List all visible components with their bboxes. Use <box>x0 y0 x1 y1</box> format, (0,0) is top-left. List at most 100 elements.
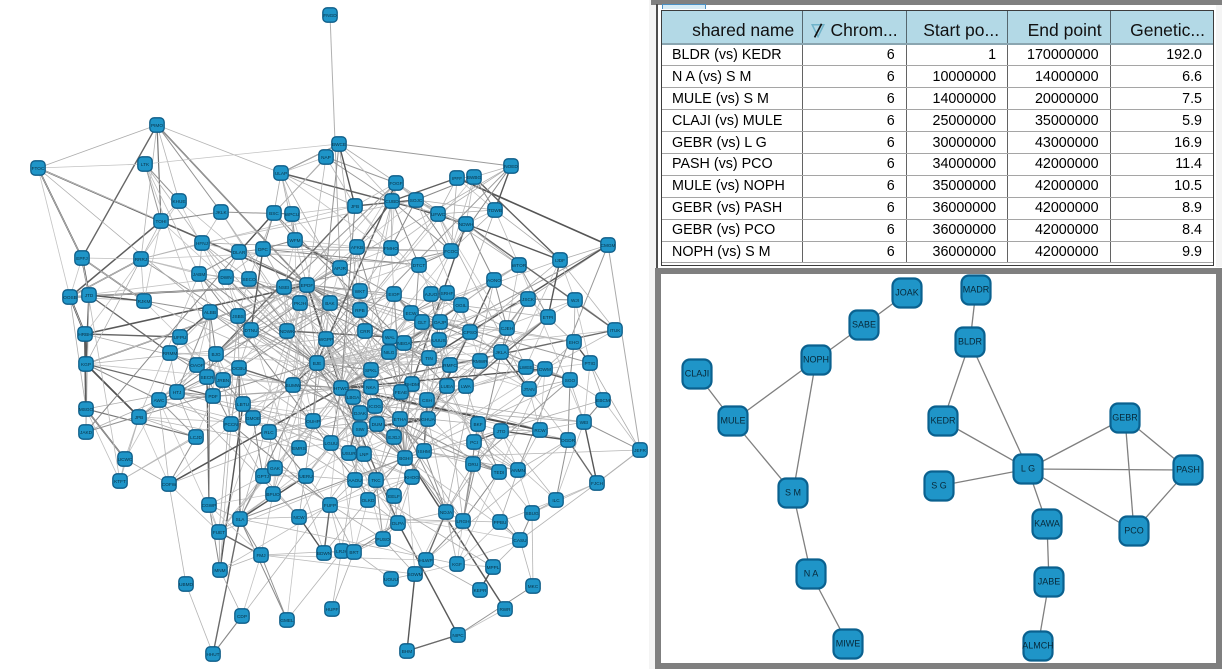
svg-text:WEI: WEI <box>580 420 589 425</box>
svg-text:BLDR: BLDR <box>958 337 983 347</box>
svg-text:FMJ: FMJ <box>256 553 265 558</box>
svg-text:UCWC: UCWC <box>118 457 133 462</box>
svg-text:RPB: RPB <box>355 308 365 313</box>
svg-text:JKLA: JKLA <box>495 350 507 355</box>
svg-text:AAOU: AAOU <box>348 478 362 483</box>
svg-text:BDWN: BDWN <box>317 551 331 556</box>
svg-text:FUFP: FUFP <box>324 503 336 508</box>
svg-text:AWC: AWC <box>154 398 165 403</box>
svg-text:BGHI: BGHI <box>399 456 410 461</box>
svg-text:ALBB: ALBB <box>204 310 216 315</box>
svg-text:HUPF: HUPF <box>326 607 339 612</box>
svg-text:EHO: EHO <box>569 340 580 345</box>
svg-text:KHUE: KHUE <box>172 199 185 204</box>
svg-text:CRR: CRR <box>360 329 371 334</box>
svg-text:LBTU: LBTU <box>237 402 250 407</box>
svg-text:CDP: CDP <box>237 614 247 619</box>
svg-text:OCBU: OCBU <box>232 366 246 371</box>
svg-text:BWBG: BWBG <box>467 175 482 180</box>
svg-text:EMRS: EMRS <box>292 446 306 451</box>
svg-text:EJGJ: EJGJ <box>388 435 399 440</box>
svg-text:FUET: FUET <box>213 530 225 535</box>
svg-text:BHDM: BHDM <box>405 382 419 387</box>
svg-text:OOSB: OOSB <box>63 295 77 300</box>
svg-text:DTNU: DTNU <box>244 328 258 333</box>
svg-text:JFB: JFB <box>351 204 359 209</box>
svg-text:SRHF: SRHF <box>441 291 454 296</box>
svg-text:FOGF: FOGF <box>389 181 402 186</box>
svg-text:IJDF: IJDF <box>555 258 565 263</box>
svg-text:HTJ: HTJ <box>173 390 182 395</box>
svg-text:L G: L G <box>1021 464 1035 474</box>
svg-text:JKLK: JKLK <box>215 210 227 215</box>
svg-text:PUSO: PUSO <box>376 537 390 542</box>
svg-text:JOAK: JOAK <box>895 288 919 298</box>
svg-text:CSH: CSH <box>422 398 432 403</box>
svg-text:LRJH: LRJH <box>336 549 348 554</box>
svg-text:GHUA: GHUA <box>421 417 435 422</box>
svg-text:OUHP: OUHP <box>306 419 320 424</box>
svg-text:AJUO: AJUO <box>425 292 438 297</box>
svg-text:OAOF: OAOF <box>190 363 203 368</box>
svg-text:JABM: JABM <box>193 272 206 277</box>
svg-text:N A: N A <box>804 569 819 579</box>
svg-text:SECR: SECR <box>200 375 214 380</box>
svg-text:JEFR: JEFR <box>634 448 646 453</box>
svg-text:ISHM: ISHM <box>418 449 430 454</box>
svg-text:ICOG: ICOG <box>369 404 381 409</box>
svg-text:KGF: KGF <box>452 562 462 567</box>
svg-text:EELF: EELF <box>388 494 400 499</box>
svg-text:FJCH: FJCH <box>591 481 603 486</box>
svg-text:LWEE: LWEE <box>520 365 533 370</box>
svg-text:PCI: PCI <box>470 440 478 445</box>
svg-text:TIN: TIN <box>425 356 433 361</box>
svg-text:UOUU: UOUU <box>384 577 398 582</box>
svg-text:HHUT: HHUT <box>206 652 219 657</box>
svg-text:SLA: SLA <box>236 517 246 522</box>
svg-text:EPDF: EPDF <box>301 283 314 288</box>
svg-text:WGPP: WGPP <box>319 337 333 342</box>
svg-text:BRT: BRT <box>349 550 358 555</box>
svg-text:WAL: WAL <box>385 335 395 340</box>
svg-text:KEPR: KEPR <box>474 588 487 593</box>
svg-text:UFWC: UFWC <box>431 212 446 217</box>
svg-text:AFKB: AFKB <box>351 245 363 250</box>
svg-text:KGP: KGP <box>81 362 91 367</box>
svg-text:NILG: NILG <box>384 350 395 355</box>
svg-text:WFM: WFM <box>289 238 300 243</box>
svg-text:WTOR: WTOR <box>512 263 527 268</box>
svg-text:NKA: NKA <box>366 385 377 390</box>
svg-text:PTIG: PTIG <box>585 361 596 366</box>
svg-text:MIWE: MIWE <box>836 639 861 649</box>
svg-text:ANMN: ANMN <box>511 468 525 473</box>
svg-text:SOJC: SOJC <box>410 198 423 203</box>
svg-text:SBUG: SBUG <box>525 511 539 516</box>
svg-text:S M: S M <box>785 488 801 498</box>
svg-text:BSC: BSC <box>269 211 279 216</box>
svg-text:TKC: TKC <box>371 478 381 483</box>
svg-text:FTOC: FTOC <box>32 166 45 171</box>
svg-text:GAK: GAK <box>270 466 281 471</box>
svg-text:TOHI: TOHI <box>155 219 166 224</box>
svg-text:GMOE: GMOE <box>246 416 260 421</box>
svg-text:HTWC: HTWC <box>334 386 349 391</box>
svg-text:CMGM: CMGM <box>601 243 616 248</box>
svg-text:LTK: LTK <box>141 162 150 167</box>
svg-text:PDF: PDF <box>208 394 218 399</box>
svg-text:RMFC: RMFC <box>443 363 457 368</box>
svg-text:JTAN: JTAN <box>523 387 534 392</box>
svg-text:TDWB: TDWB <box>488 208 502 213</box>
svg-text:ETPI: ETPI <box>543 315 553 320</box>
svg-text:NDWH: NDWH <box>459 222 474 227</box>
svg-text:ITUK: ITUK <box>610 328 622 333</box>
svg-text:KTFT: KTFT <box>114 479 126 484</box>
svg-text:DWN: DWN <box>220 275 231 280</box>
svg-text:NOPH: NOPH <box>803 355 829 365</box>
svg-text:LWA: LWA <box>461 384 472 389</box>
svg-text:JAKD: JAKD <box>80 430 93 435</box>
svg-text:NDJA: NDJA <box>440 510 453 515</box>
svg-text:FNGD: FNGD <box>323 13 337 18</box>
svg-text:GMEL: GMEL <box>280 618 294 623</box>
svg-text:LRGH: LRGH <box>456 519 469 524</box>
svg-text:CASU: CASU <box>513 538 527 543</box>
